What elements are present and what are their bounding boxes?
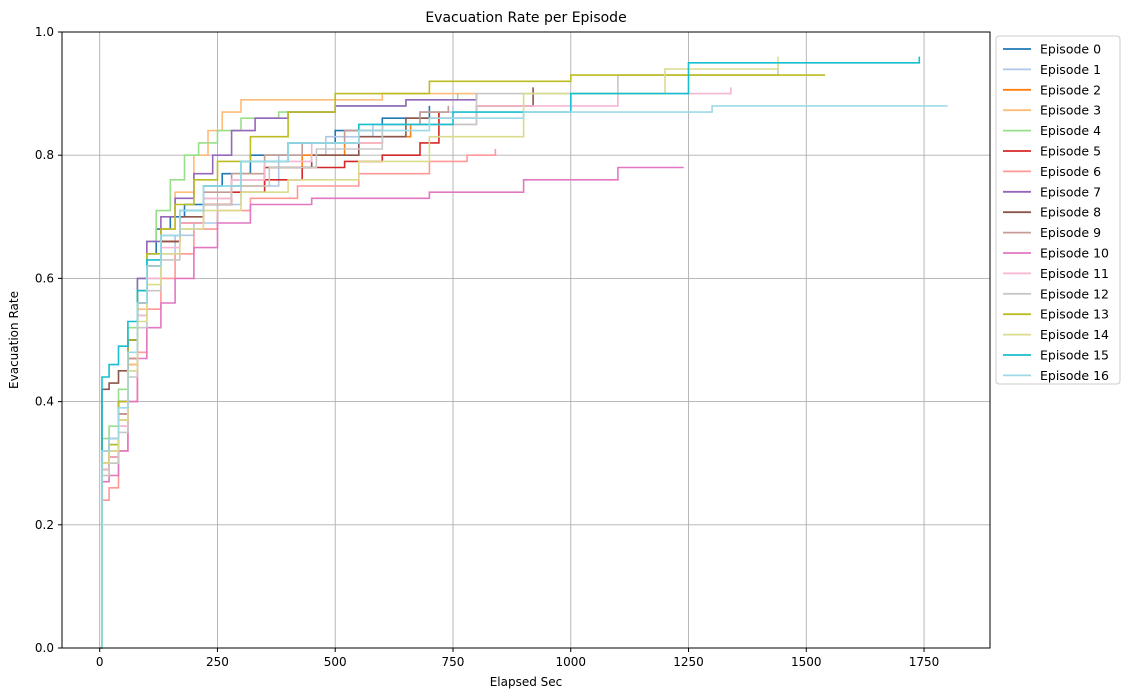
x-tick-label: 1250 — [673, 655, 704, 669]
series-layer — [99, 56, 948, 649]
legend-label: Episode 3 — [1040, 103, 1101, 118]
legend-label: Episode 12 — [1040, 286, 1109, 301]
x-tick-label: 750 — [442, 655, 465, 669]
legend-label: Episode 11 — [1040, 266, 1109, 281]
legend-label: Episode 5 — [1040, 144, 1101, 159]
y-tick-label: 0.0 — [35, 641, 54, 655]
legend-label: Episode 9 — [1040, 225, 1101, 240]
chart-title: Evacuation Rate per Episode — [425, 10, 626, 26]
series-line-episode-10 — [99, 166, 684, 649]
legend-label: Episode 4 — [1040, 123, 1101, 138]
legend-box — [995, 35, 1121, 385]
legend: Episode 0 Episode 1 Episode 2 Episode 3 Epis… — [995, 35, 1121, 385]
x-tick-label: 1750 — [909, 655, 940, 669]
legend-label: Episode 7 — [1040, 184, 1101, 199]
y-tick-label: 0.6 — [35, 271, 54, 285]
legend-label: Episode 10 — [1040, 246, 1109, 261]
x-tick-label: 250 — [206, 655, 229, 669]
legend-label: Episode 16 — [1040, 368, 1109, 383]
y-tick-label: 0.4 — [35, 395, 54, 409]
plot-frame — [61, 31, 991, 649]
y-tick-label: 0.8 — [35, 148, 54, 162]
x-tick-label: 1500 — [791, 655, 822, 669]
y-tick-label: 1.0 — [35, 25, 54, 39]
legend-label: Episode 0 — [1040, 42, 1101, 57]
legend-label: Episode 13 — [1040, 307, 1109, 322]
y-axis: 0.0 0.2 0.4 0.6 0.8 1.0 — [35, 25, 62, 655]
legend-label: Episode 14 — [1040, 327, 1109, 342]
series-line-episode-16 — [99, 105, 948, 649]
x-tick-label: 500 — [324, 655, 347, 669]
x-tick-label: 1000 — [555, 655, 586, 669]
x-axis: 0 250 500 750 1000 1250 1500 1750 — [96, 648, 939, 669]
legend-label: Episode 2 — [1040, 82, 1101, 97]
x-axis-title: Elapsed Sec — [490, 675, 563, 689]
legend-label: Episode 8 — [1040, 205, 1101, 220]
legend-label: Episode 1 — [1040, 62, 1101, 77]
y-tick-label: 0.2 — [35, 518, 54, 532]
y-axis-title: Evacuation Rate — [7, 291, 21, 389]
legend-label: Episode 15 — [1040, 348, 1109, 363]
x-tick-label: 0 — [96, 655, 104, 669]
legend-label: Episode 6 — [1040, 164, 1101, 179]
